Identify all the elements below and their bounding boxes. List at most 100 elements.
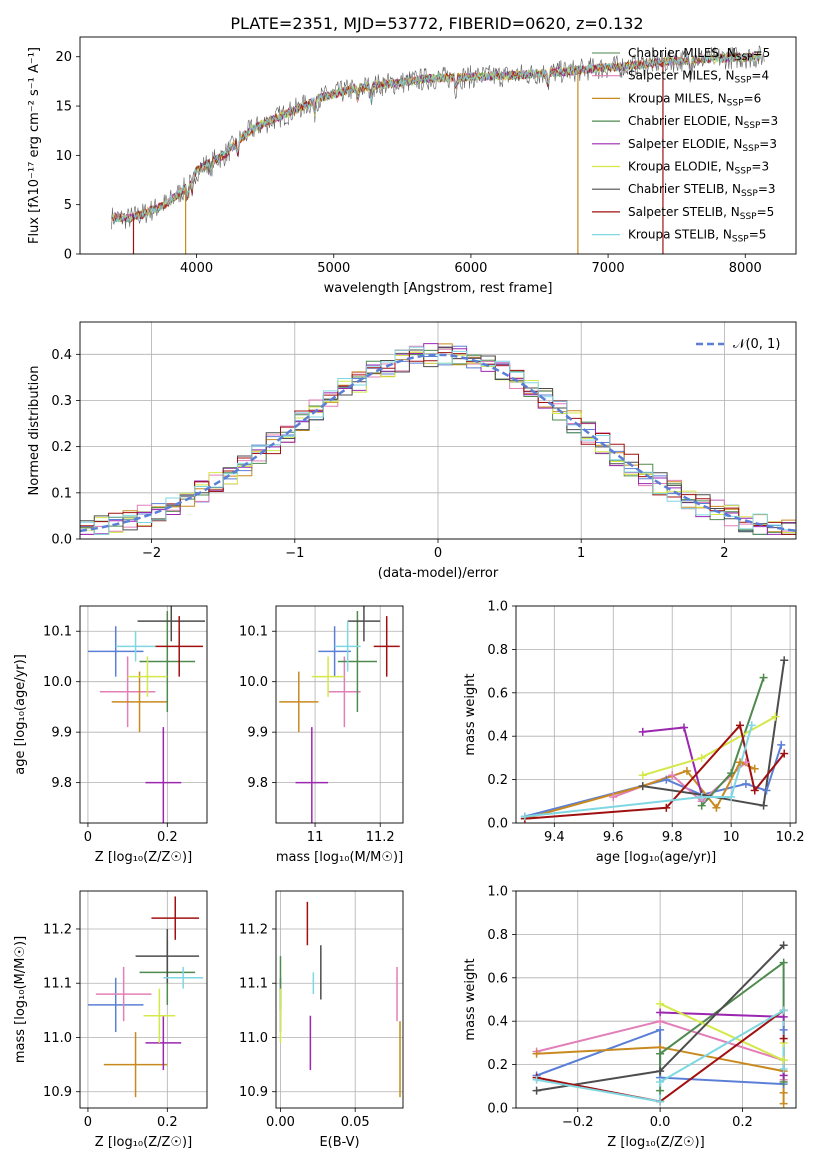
age-weight-plot-area xyxy=(524,660,786,820)
y-tick-label: 0.0 xyxy=(487,817,508,832)
y-tick-label: 0.6 xyxy=(487,971,508,986)
weight-marker xyxy=(662,803,671,812)
errorbar-point xyxy=(143,988,176,1043)
y-tick-label: 15 xyxy=(55,100,72,115)
weight-marker xyxy=(750,764,759,773)
y-tick-label: 0.4 xyxy=(51,348,72,363)
y-tick-label: 0 xyxy=(64,248,72,263)
mass-age-plot-area xyxy=(279,606,400,823)
errorbar-point xyxy=(328,656,361,728)
legend-entry: Salpeter STELIB, NSSP=5 xyxy=(628,205,774,222)
weight-marker xyxy=(741,779,750,788)
errorbar-point xyxy=(127,656,168,697)
legend-entry-suffix: =5 xyxy=(749,228,767,242)
weight-marker xyxy=(759,673,768,682)
y-tick-label: 10.1 xyxy=(43,625,72,640)
x-tick-label: 0 xyxy=(84,830,92,845)
weight-marker xyxy=(779,1006,788,1015)
weight-marker xyxy=(750,786,759,795)
z-age-panel: 0 0.2 9.8 9.9 10.0 10.1 Z [log₁₀(Z/Z☉)] age [lo… xyxy=(13,605,208,865)
weight-marker xyxy=(656,999,665,1008)
errorbar-point xyxy=(87,977,144,1033)
weight-marker xyxy=(779,958,788,967)
legend-entry-sub: SSP xyxy=(742,144,759,154)
x-axis-label: wavelength [Angstrom, rest frame] xyxy=(324,281,553,296)
legend-entry-name: Salpeter STELIB, N xyxy=(628,205,740,219)
legend-entry: Chabrier ELODIE, NSSP=3 xyxy=(628,114,778,131)
x-tick-label: 2 xyxy=(720,546,728,561)
axes-frame xyxy=(275,890,404,1109)
legend-entry-suffix: =5 xyxy=(753,46,771,60)
weight-marker xyxy=(656,1017,665,1026)
errorbar-point xyxy=(311,656,345,697)
weight-series-line xyxy=(524,760,756,820)
y-tick-label: 11.1 xyxy=(43,977,72,992)
y-tick-label: 11.0 xyxy=(43,1031,72,1046)
x-tick-label: 0.00 xyxy=(266,1115,295,1130)
legend-entry-name: Chabrier ELODIE, N xyxy=(628,114,744,128)
y-axis-label: mass weight xyxy=(463,958,478,1040)
errorbar-point xyxy=(103,1032,168,1098)
mass-age-panel: 11 11.2 9.8 9.9 10.0 10.1 mass [log₁₀(M/M☉)] xyxy=(239,605,404,865)
legend-entry-name: Kroupa ELODIE, N xyxy=(628,160,735,174)
weight-marker xyxy=(779,941,788,950)
x-tick-label: 0.0 xyxy=(650,1115,671,1130)
x-tick-label: 7000 xyxy=(592,261,625,276)
y-tick-label: 0.6 xyxy=(487,686,508,701)
x-tick-label: 0.2 xyxy=(732,1115,753,1130)
errorbar-point xyxy=(145,1015,182,1071)
y-tick-label: 1.0 xyxy=(487,600,508,615)
z-age-plot-area xyxy=(87,606,206,823)
legend-entry-name: Chabrier MILES, N xyxy=(628,46,736,60)
x-tick-label: 4000 xyxy=(180,261,213,276)
x-tick-label: 0.2 xyxy=(157,830,178,845)
weight-marker xyxy=(727,792,736,801)
x-tick-label: 0.2 xyxy=(157,1115,178,1130)
legend-entry-name: Salpeter MILES, N xyxy=(628,69,735,83)
y-tick-label: 0.0 xyxy=(51,533,72,548)
legend-entry-suffix: =5 xyxy=(757,205,775,219)
y-tick-label: 0.3 xyxy=(51,394,72,409)
errorbar-point xyxy=(151,896,200,940)
y-tick-label: 9.9 xyxy=(247,726,268,741)
ebv-mass-plot-area xyxy=(279,901,401,1098)
errorbar-point xyxy=(87,626,144,677)
legend-entry: Salpeter MILES, NSSP=4 xyxy=(628,69,769,86)
x-tick-label: 6000 xyxy=(454,261,487,276)
spectrum-plot-area xyxy=(111,45,765,254)
weight-series-line xyxy=(642,660,786,807)
x-tick-label: 9.4 xyxy=(544,830,565,845)
errorbar-point xyxy=(115,631,156,662)
weight-marker xyxy=(777,740,786,749)
legend-entry-suffix: =4 xyxy=(751,69,769,83)
y-tick-label: 10.0 xyxy=(239,675,268,690)
y-axis-label: mass [log₁₀(M/M☉)] xyxy=(13,936,28,1063)
y-axis-label: mass weight xyxy=(463,673,478,755)
axes-frame xyxy=(515,605,797,824)
weight-marker xyxy=(520,812,529,821)
weight-marker xyxy=(736,758,744,767)
y-axis-label: Flux [fλ10⁻¹⁷ erg cm⁻² s⁻¹ A⁻¹] xyxy=(27,47,42,244)
errorbar-point xyxy=(279,671,319,733)
errorbar-point xyxy=(145,727,182,823)
x-tick-label: 10.2 xyxy=(776,830,805,845)
z-weight-panel: −0.2 0.0 0.2 0.0 0.2 0.4 0.6 0.8 1.0 Z [log₁₀(Z/Z… xyxy=(463,885,797,1150)
x-tick-label: 0 xyxy=(84,1115,92,1130)
x-tick-label: 0.05 xyxy=(341,1115,370,1130)
legend-entry-sub: SSP xyxy=(736,53,753,63)
weight-marker xyxy=(697,792,706,801)
histogram-step xyxy=(80,343,796,535)
x-tick-label: 1 xyxy=(577,546,585,561)
x-tick-label: 5000 xyxy=(317,261,350,276)
weight-marker xyxy=(532,1075,541,1084)
x-tick-label: 9.8 xyxy=(662,830,683,845)
legend-entry-suffix: =3 xyxy=(751,160,769,174)
weight-marker xyxy=(771,712,780,721)
x-axis-label: E(B-V) xyxy=(319,1135,359,1150)
weight-marker xyxy=(779,1088,788,1097)
weight-marker xyxy=(668,771,677,780)
y-tick-label: 11.2 xyxy=(43,922,72,937)
normal-curve xyxy=(80,353,796,533)
legend-entry-suffix: =3 xyxy=(759,137,777,151)
